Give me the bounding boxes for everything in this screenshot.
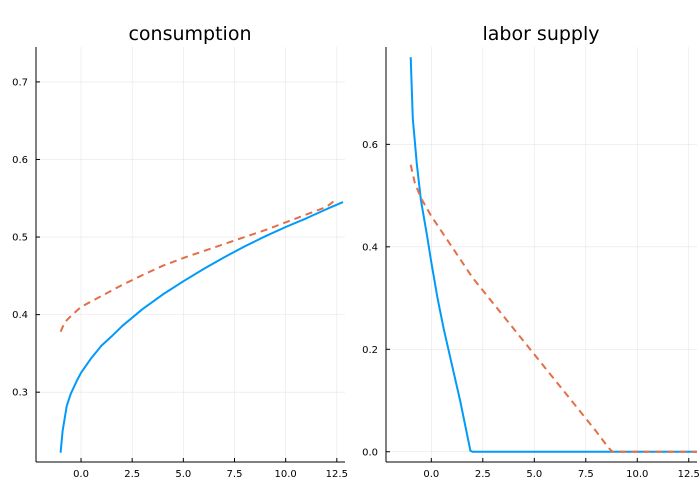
labor-supply-y-tick-label: 0.0 <box>362 447 378 458</box>
labor-supply-y-tick-label: 0.6 <box>362 140 378 151</box>
consumption-y-tick-label: 0.6 <box>12 155 28 166</box>
consumption-x-tick-label: 0.0 <box>73 469 89 480</box>
labor-supply-series-dashed-line <box>409 164 697 453</box>
consumption-plot-area: 0.0 2.5 5.0 7.5 10.0 12.5 0.3 0.4 0.5 0.6 0.7 <box>12 47 348 480</box>
consumption-y-tick-label: 0.3 <box>12 388 28 399</box>
consumption-series-dashed-line <box>59 198 338 333</box>
labor-supply-x-tick-label: 2.5 <box>475 469 491 480</box>
labor-supply-y-tick-label: 0.2 <box>362 345 378 356</box>
labor-supply-series-solid-line <box>409 57 697 453</box>
labor-supply-plot-area: 0.0 2.5 5.0 7.5 10.0 12.5 0.0 0.2 0.4 0.6 <box>362 47 700 480</box>
consumption-x-tick-label: 2.5 <box>124 469 140 480</box>
labor-supply-x-tick-label: 7.5 <box>578 469 594 480</box>
labor-supply-x-tick-label: 10.0 <box>626 469 648 480</box>
consumption-x-tick-label: 5.0 <box>175 469 191 480</box>
labor-supply-y-tick-label: 0.4 <box>362 242 378 253</box>
consumption-x-tick-label: 10.0 <box>275 469 297 480</box>
consumption-y-tick-label: 0.7 <box>12 77 28 88</box>
consumption-subplot: consumption 0.0 2.5 5.0 7.5 10.0 12.50.30.40.… <box>12 23 348 480</box>
consumption-y-tick-label: 0.5 <box>12 233 28 244</box>
consumption-x-tick-label: 12.5 <box>326 469 348 480</box>
labor-supply-x-tick-label: 0.0 <box>423 469 439 480</box>
labor-supply-x-tick-label: 12.5 <box>678 469 700 480</box>
labor-supply-subplot: labor supply 0.0 2.5 5.0 7.5 10.0 12.50.00.20… <box>362 23 700 480</box>
consumption-series-solid-line <box>59 201 344 453</box>
labor-supply-title: labor supply <box>482 23 599 45</box>
labor-supply-x-tick-label: 5.0 <box>526 469 542 480</box>
consumption-x-tick-label: 7.5 <box>227 469 243 480</box>
consumption-y-tick-label: 0.4 <box>12 310 28 321</box>
consumption-title: consumption <box>128 23 251 45</box>
